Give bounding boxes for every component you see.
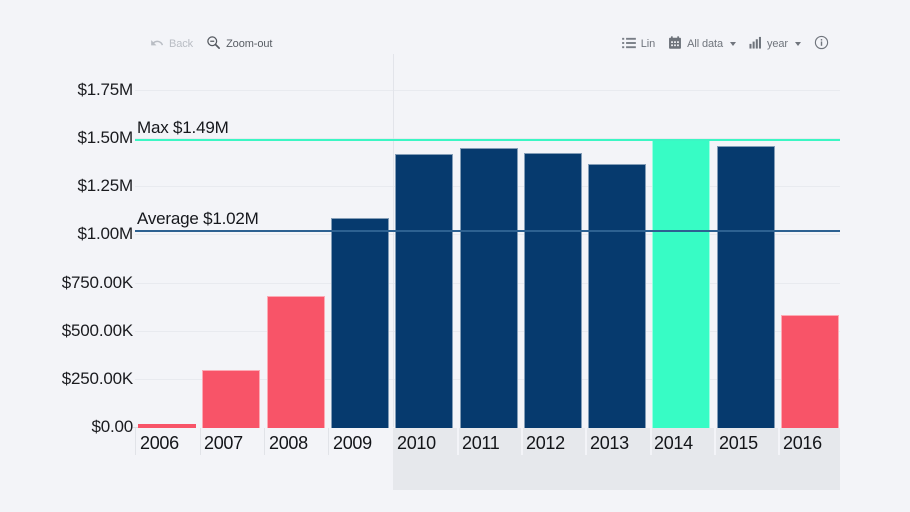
toolbar-left: Back Zoom-out bbox=[150, 35, 272, 53]
zero-tick bbox=[132, 427, 140, 428]
axis-cell-separator bbox=[585, 428, 587, 455]
zoom-out-button[interactable]: Zoom-out bbox=[206, 35, 272, 53]
axis-cell-separator bbox=[135, 428, 136, 455]
toolbar-right: Lin All data year bbox=[621, 35, 829, 53]
y-axis-label: $1.50M bbox=[77, 128, 133, 147]
chevron-down-icon bbox=[730, 42, 736, 46]
x-axis-label-2014[interactable]: 2014 bbox=[654, 433, 693, 453]
axis-cell-separator bbox=[328, 428, 329, 455]
undo-arrow-icon bbox=[150, 36, 164, 53]
selection-divider bbox=[393, 54, 394, 427]
x-axis-label-2011[interactable]: 2011 bbox=[462, 433, 500, 453]
axis-cell-separator bbox=[714, 428, 716, 455]
x-axis-label-2010[interactable]: 2010 bbox=[397, 433, 436, 453]
bar-2015[interactable] bbox=[717, 146, 775, 428]
axis-cell-separator bbox=[521, 428, 523, 455]
calendar-icon bbox=[668, 35, 682, 53]
bar-2008[interactable] bbox=[267, 296, 325, 428]
x-axis-label-2015[interactable]: 2015 bbox=[719, 433, 758, 453]
x-axis-label-2013[interactable]: 2013 bbox=[590, 433, 629, 453]
annotation-line-max bbox=[135, 139, 840, 141]
data-range-dropdown[interactable]: All data bbox=[668, 35, 736, 53]
gridline bbox=[135, 90, 840, 91]
bar-2010[interactable] bbox=[395, 154, 453, 428]
chevron-down-icon bbox=[795, 42, 801, 46]
x-axis-label-2007[interactable]: 2007 bbox=[204, 433, 243, 453]
bar-2007[interactable] bbox=[202, 370, 260, 428]
unit-dropdown[interactable]: year bbox=[749, 36, 801, 52]
bar-2013[interactable] bbox=[588, 164, 646, 428]
axis-cell-separator bbox=[264, 428, 265, 455]
back-label: Back bbox=[169, 38, 194, 50]
x-axis-label-2016[interactable]: 2016 bbox=[783, 433, 822, 453]
annotation-label-max: Max $1.49M bbox=[137, 118, 229, 137]
list-icon bbox=[621, 37, 636, 52]
zoom-out-icon bbox=[206, 35, 221, 53]
bar-2011[interactable] bbox=[460, 148, 518, 428]
bar-2009[interactable] bbox=[331, 218, 389, 428]
axis-cell-separator bbox=[778, 428, 780, 455]
zoom-out-label: Zoom-out bbox=[226, 38, 273, 50]
year-label: year bbox=[767, 38, 788, 50]
x-axis-label-2008[interactable]: 2008 bbox=[269, 433, 308, 453]
linear-scale-button[interactable]: Lin bbox=[621, 37, 656, 52]
x-axis-label-2009[interactable]: 2009 bbox=[333, 433, 372, 453]
y-axis-label: $750.00K bbox=[61, 273, 133, 292]
bar-2012[interactable] bbox=[524, 153, 582, 428]
bar-2006[interactable] bbox=[138, 424, 196, 428]
column-chart-icon bbox=[749, 36, 762, 52]
x-axis-label-2012[interactable]: 2012 bbox=[526, 433, 565, 453]
y-axis-label: $250.00K bbox=[61, 369, 133, 388]
y-axis-label: $0.00 bbox=[91, 417, 133, 436]
info-button[interactable] bbox=[814, 35, 829, 53]
y-axis-label: $500.00K bbox=[61, 321, 133, 340]
selected-range-background bbox=[393, 428, 840, 490]
all-data-label: All data bbox=[687, 38, 723, 50]
bar-2014[interactable] bbox=[652, 140, 710, 428]
gridline bbox=[135, 138, 840, 139]
y-axis-label: $1.25M bbox=[77, 176, 133, 195]
x-axis-label-2006[interactable]: 2006 bbox=[140, 433, 179, 453]
info-icon bbox=[814, 35, 829, 53]
axis-cell-separator bbox=[200, 428, 201, 455]
annotation-line-average bbox=[135, 230, 840, 232]
back-button[interactable]: Back bbox=[150, 36, 193, 53]
annotation-label-average: Average $1.02M bbox=[137, 209, 259, 228]
axis-cell-separator bbox=[650, 428, 652, 455]
y-axis-label: $1.75M bbox=[77, 80, 133, 99]
bar-2016[interactable] bbox=[781, 315, 839, 428]
lin-label: Lin bbox=[640, 38, 656, 50]
axis-cell-separator bbox=[457, 428, 459, 455]
y-axis-label: $1.00M bbox=[77, 224, 133, 243]
